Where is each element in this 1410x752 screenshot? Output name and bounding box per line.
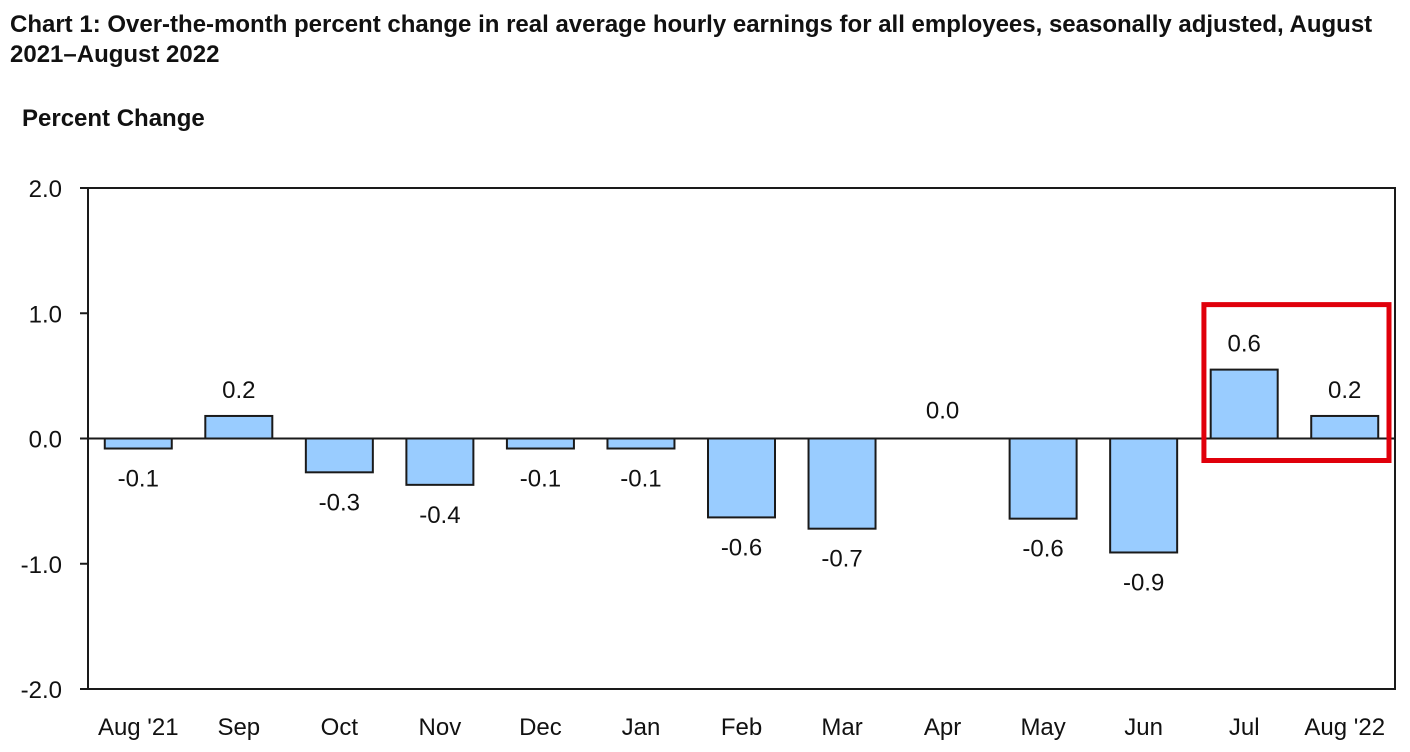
data-label: -0.7 — [821, 546, 862, 573]
x-tick-label: Feb — [721, 714, 762, 741]
bar-sep — [204, 414, 274, 440]
data-label: -0.9 — [1123, 569, 1164, 596]
chart-title: Chart 1: Over-the-month percent change i… — [10, 11, 1373, 68]
data-label: -0.1 — [620, 466, 661, 493]
x-tick-label: Mar — [821, 714, 862, 741]
highlight-box — [1201, 302, 1392, 463]
bar-jul — [1209, 368, 1279, 440]
bar-nov — [405, 437, 475, 486]
y-axis-title: Percent Change — [22, 105, 205, 132]
bar-mar — [807, 437, 877, 530]
x-tick-label: Dec — [519, 714, 562, 741]
data-label: -0.1 — [118, 466, 159, 493]
data-label: -0.6 — [721, 534, 762, 561]
data-labels: -0.1 0.2 -0.3 -0.4 -0.1 -0.1 -0.6 -0.7 0.0 -0.6 -0… — [118, 331, 1362, 597]
data-label: -0.4 — [419, 502, 460, 529]
y-tick-label: 2.0 — [29, 176, 62, 203]
data-label: -0.3 — [319, 489, 360, 516]
data-label: 0.0 — [926, 398, 959, 425]
bar-jan — [606, 437, 676, 450]
bar-feb — [707, 437, 776, 519]
x-tick-label: Jun — [1124, 714, 1163, 741]
y-tick-label: 1.0 — [29, 301, 62, 328]
data-label: -0.1 — [520, 466, 561, 493]
y-tick-label: -1.0 — [21, 552, 62, 579]
bar-oct — [304, 437, 374, 474]
y-tick-label: 0.0 — [29, 427, 62, 454]
bar-dec — [505, 437, 575, 450]
data-label: 0.2 — [1328, 377, 1361, 404]
x-tick-label: Sep — [217, 714, 260, 741]
y-axis-ticks: 2.0 1.0 0.0 -1.0 -2.0 — [21, 176, 88, 704]
y-tick-label: -2.0 — [21, 677, 62, 704]
x-tick-label: Jan — [622, 714, 661, 741]
x-tick-label: Nov — [419, 714, 462, 741]
bar-aug-22 — [1310, 414, 1380, 440]
bar-may — [1008, 437, 1078, 520]
x-tick-label: May — [1020, 714, 1065, 741]
x-tick-label: Aug '22 — [1304, 714, 1385, 741]
data-label: 0.6 — [1228, 331, 1261, 358]
data-label: -0.6 — [1022, 536, 1063, 563]
x-tick-label: Oct — [321, 714, 359, 741]
bar-jun — [1109, 437, 1179, 554]
x-axis-ticks: Aug '21 Sep Oct Nov Dec Jan Feb Mar Apr May Jun Jul… — [98, 714, 1385, 741]
data-label: 0.2 — [222, 377, 255, 404]
bar-aug-21 — [103, 437, 173, 450]
x-tick-label: Aug '21 — [98, 714, 179, 741]
x-tick-label: Apr — [924, 714, 961, 741]
x-tick-label: Jul — [1229, 714, 1260, 741]
